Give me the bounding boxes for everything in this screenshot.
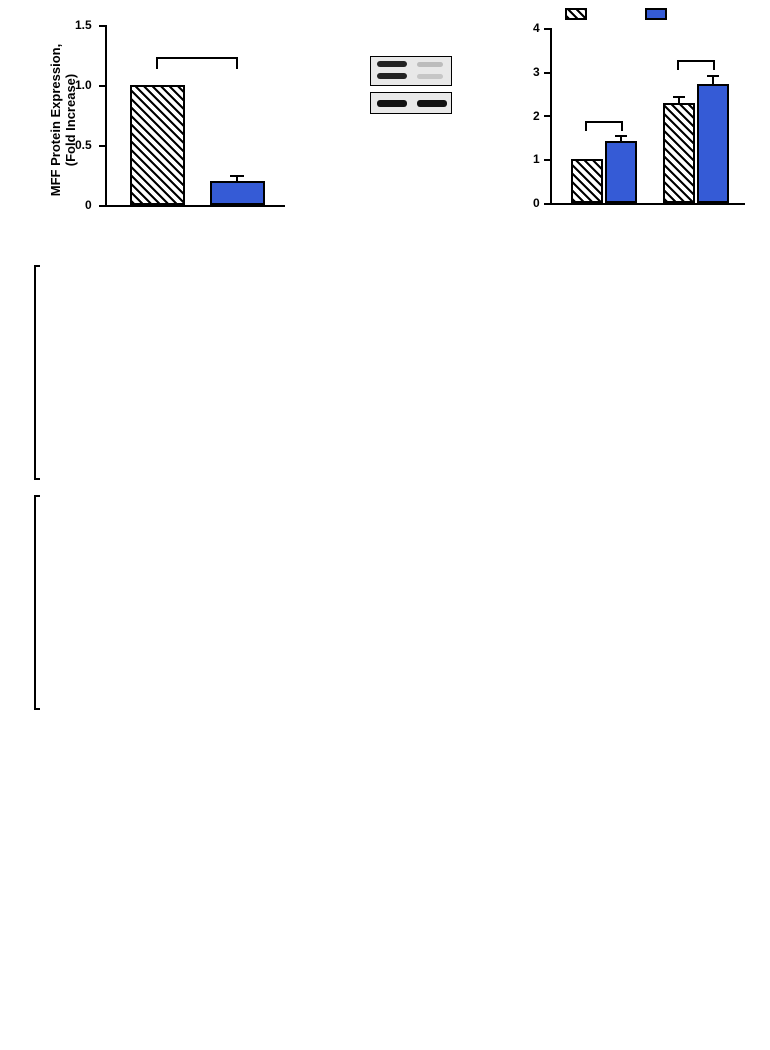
panel-a-chart: MFF Protein Expression,(Fold Increase) 0… xyxy=(40,15,310,235)
panelB-ctl-sictl xyxy=(571,159,603,203)
panelA-bar-siCTL xyxy=(130,85,185,205)
panelB-lh-sictl xyxy=(663,103,695,203)
panelA-bar-siMFF xyxy=(210,181,265,205)
panel-b-chart: 0 1 2 3 4 xyxy=(505,8,755,233)
panelB-lh-simff xyxy=(697,84,729,203)
panel-a-blot xyxy=(300,28,485,138)
panel-e-chart xyxy=(420,740,760,1030)
panelA-ylabel: MFF Protein Expression,(Fold Increase) xyxy=(48,30,78,210)
panelB-ctl-simff xyxy=(605,141,637,203)
panel-d-chart xyxy=(35,740,375,1030)
panel-c-grid xyxy=(75,265,760,700)
